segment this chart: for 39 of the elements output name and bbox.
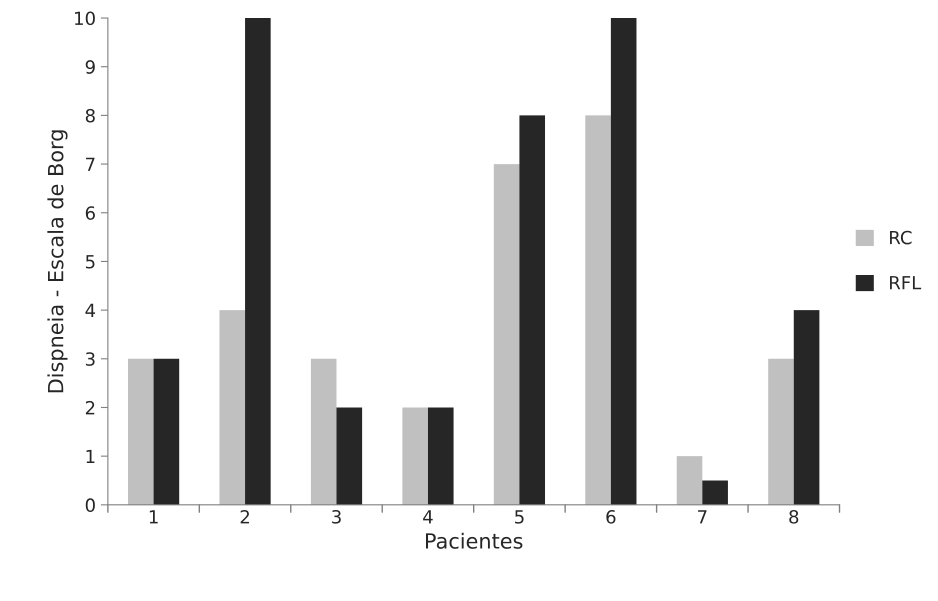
x-tick-label: 1 [150, 510, 158, 524]
bar [768, 358, 794, 505]
legend-label: RFL [890, 276, 922, 290]
bar [585, 115, 611, 505]
y-tick-label: 3 [86, 352, 95, 366]
bar [128, 358, 154, 505]
legend-label: RC [890, 230, 912, 244]
bar [245, 18, 271, 505]
y-tick-label: 5 [86, 255, 94, 269]
x-tick-label: 6 [606, 510, 616, 524]
bar [610, 18, 636, 505]
x-tick-label: 2 [240, 510, 249, 524]
x-axis-title: Pacientes [426, 532, 522, 549]
y-tick-label: 9 [86, 60, 95, 74]
y-tick-label: 10 [75, 11, 95, 26]
y-axis-title: Dispneia - Escala de Borg [47, 130, 68, 392]
bar [676, 456, 702, 505]
y-tick-label: 0 [86, 498, 95, 512]
x-tick-label: 5 [515, 510, 524, 524]
bar [219, 310, 246, 505]
bar [154, 358, 180, 505]
bar [336, 407, 362, 505]
y-tick-label: 8 [86, 108, 95, 123]
bar [428, 407, 454, 505]
x-tick-label: 3 [332, 510, 341, 524]
bar [310, 358, 337, 505]
bar [402, 407, 428, 505]
y-tick-label: 2 [86, 400, 94, 414]
bar [794, 310, 820, 505]
y-tick-label: 1 [86, 450, 94, 464]
y-tick-label: 6 [86, 206, 95, 220]
bar [519, 115, 546, 505]
bar [702, 480, 728, 505]
x-tick-label: 4 [423, 510, 433, 524]
y-tick-label: 7 [86, 158, 95, 171]
y-tick-label: 4 [85, 304, 96, 317]
x-tick-label: 8 [789, 510, 798, 524]
bar [494, 164, 520, 505]
x-tick-label: 7 [698, 510, 707, 524]
